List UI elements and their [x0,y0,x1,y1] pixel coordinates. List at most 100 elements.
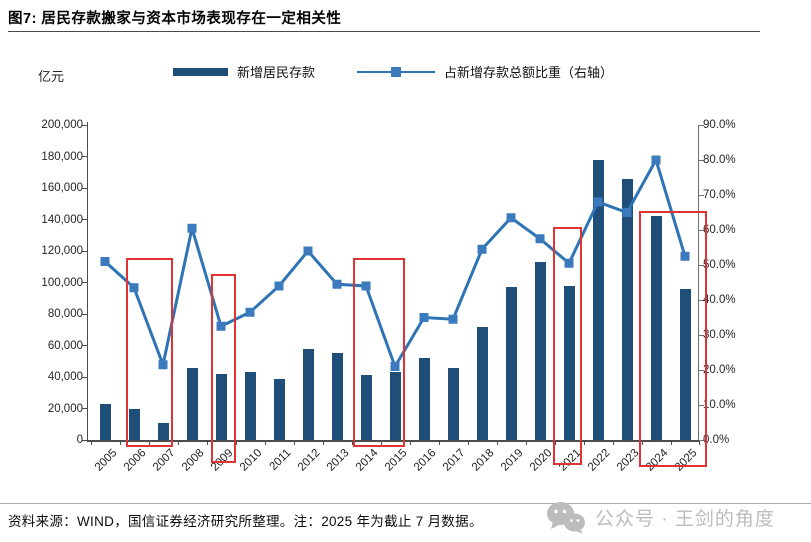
left-axis-line [86,122,88,442]
left-axis-tick-label: 100,000 [41,276,83,289]
highlight-box-2024-2025 [639,210,707,467]
x-axis-tick [496,441,498,445]
bar-2017 [447,367,459,440]
bar-2018 [476,326,488,440]
left-axis-tick-label: 120,000 [41,245,83,257]
left-axis-tick [82,250,87,252]
right-axis-tick-label: 10.0% [703,399,736,411]
right-axis-tick [699,264,704,266]
source-note: 资料来源：WIND，国信证券经济研究所整理。注：2025 年为截止 7 月数据。 [8,514,483,529]
right-axis-tick [699,124,704,126]
legend-label: 新增居民存款 [236,65,315,80]
line-marker-2009 [216,321,226,331]
line-marker-2018 [477,244,487,254]
right-axis-tick-label: 90.0% [703,119,736,131]
x-axis-tick [438,441,440,445]
right-axis-tick-label: 0.0% [703,434,730,446]
right-axis-tick [699,369,704,371]
bar-2022 [592,159,604,440]
left-axis-tick-label: 160,000 [41,182,83,194]
line-marker-2025 [680,251,690,261]
highlight-box-2009-2009 [211,273,236,463]
bar-2021 [563,285,575,440]
bottom-axis-line [86,440,700,442]
line-marker-2014 [361,281,371,291]
figure-title: 图7: 居民存款搬家与资本市场表现存在一定相关性 [8,11,342,27]
left-axis-tick-label: 20,000 [47,402,83,415]
line-marker-2005 [100,257,110,266]
watermark-text: 公众号 · 王剑的角度 [595,509,775,530]
left-axis-tick-label: 80,000 [47,308,83,320]
bar-2014 [360,375,372,440]
x-axis-tick [235,441,237,445]
line-marker-2010 [245,307,255,317]
highlight-box-2021-2021 [553,226,582,465]
x-axis-tick [119,441,121,445]
bar-2008 [186,367,198,440]
footer-divider [0,503,811,504]
left-axis-tick [82,156,87,157]
left-axis-tick [82,187,87,189]
x-axis-tick [525,441,527,445]
x-axis-tick [148,441,150,445]
bar-2010 [244,372,256,440]
bar-2015 [389,372,401,440]
bar-2016 [418,358,430,440]
line-marker-2019 [506,213,516,223]
highlight-box-2006-2007 [126,258,173,447]
left-axis-tick-label: 140,000 [41,213,83,226]
right-axis-tick [699,334,704,336]
bar-2019 [505,287,517,440]
right-axis-tick [699,404,704,406]
right-axis-tick [699,439,704,441]
left-axis-tick [82,219,87,220]
chart-legend: 新增居民存款 占新增存款总额比重（右轴） [88,62,698,81]
right-axis-tick-label: 30.0% [703,329,736,341]
x-axis-tick [554,441,556,445]
line-marker-2006 [129,283,139,293]
right-axis-tick-label: 40.0% [703,294,736,306]
left-axis-tick [82,282,87,283]
legend-item-line-series: 占新增存款总额比重（右轴） [357,62,613,81]
legend-label: 占新增存款总额比重（右轴） [444,65,614,80]
right-axis-tick [699,194,704,196]
right-axis-tick [699,229,704,231]
bar-2023 [621,178,633,440]
bar-2007 [157,422,169,440]
bar-2025 [679,288,691,440]
right-axis-tick-label: 70.0% [703,189,736,201]
watermark: 公众号 · 王剑的角度 [546,501,775,534]
left-axis-tick [82,345,87,346]
x-axis-tick [293,441,295,445]
x-axis-tick [583,441,585,445]
bar-2005 [99,403,111,440]
ratio-line-series [100,155,690,371]
bar-2013 [331,353,343,440]
left-axis-tick [82,313,87,315]
x-axis-tick [409,441,411,445]
left-axis-tick-label: 180,000 [41,150,83,163]
line-marker-2015 [390,362,400,371]
x-axis-tick [380,441,382,445]
line-marker-2013 [332,279,342,289]
line-marker-2020 [535,234,545,244]
bar-series-swatch [172,67,228,76]
line-marker-2021 [564,258,574,268]
right-axis-tick-label: 80.0% [703,154,736,166]
x-axis-tick [351,441,353,445]
line-marker-2007 [158,360,168,370]
highlight-box-2014-2015 [353,258,405,447]
left-axis-tick [82,439,87,441]
bar-2024 [650,216,662,440]
bar-2020 [534,262,546,440]
wechat-icon [547,502,585,534]
bar-2012 [302,348,314,440]
right-axis-tick-label: 60.0% [703,224,736,236]
right-axis-tick [699,159,704,161]
left-axis-tick [82,124,87,126]
left-axis-tick [82,408,87,409]
x-axis-tick [177,441,179,445]
line-marker-2023 [622,208,632,217]
bar-2009 [215,373,227,440]
